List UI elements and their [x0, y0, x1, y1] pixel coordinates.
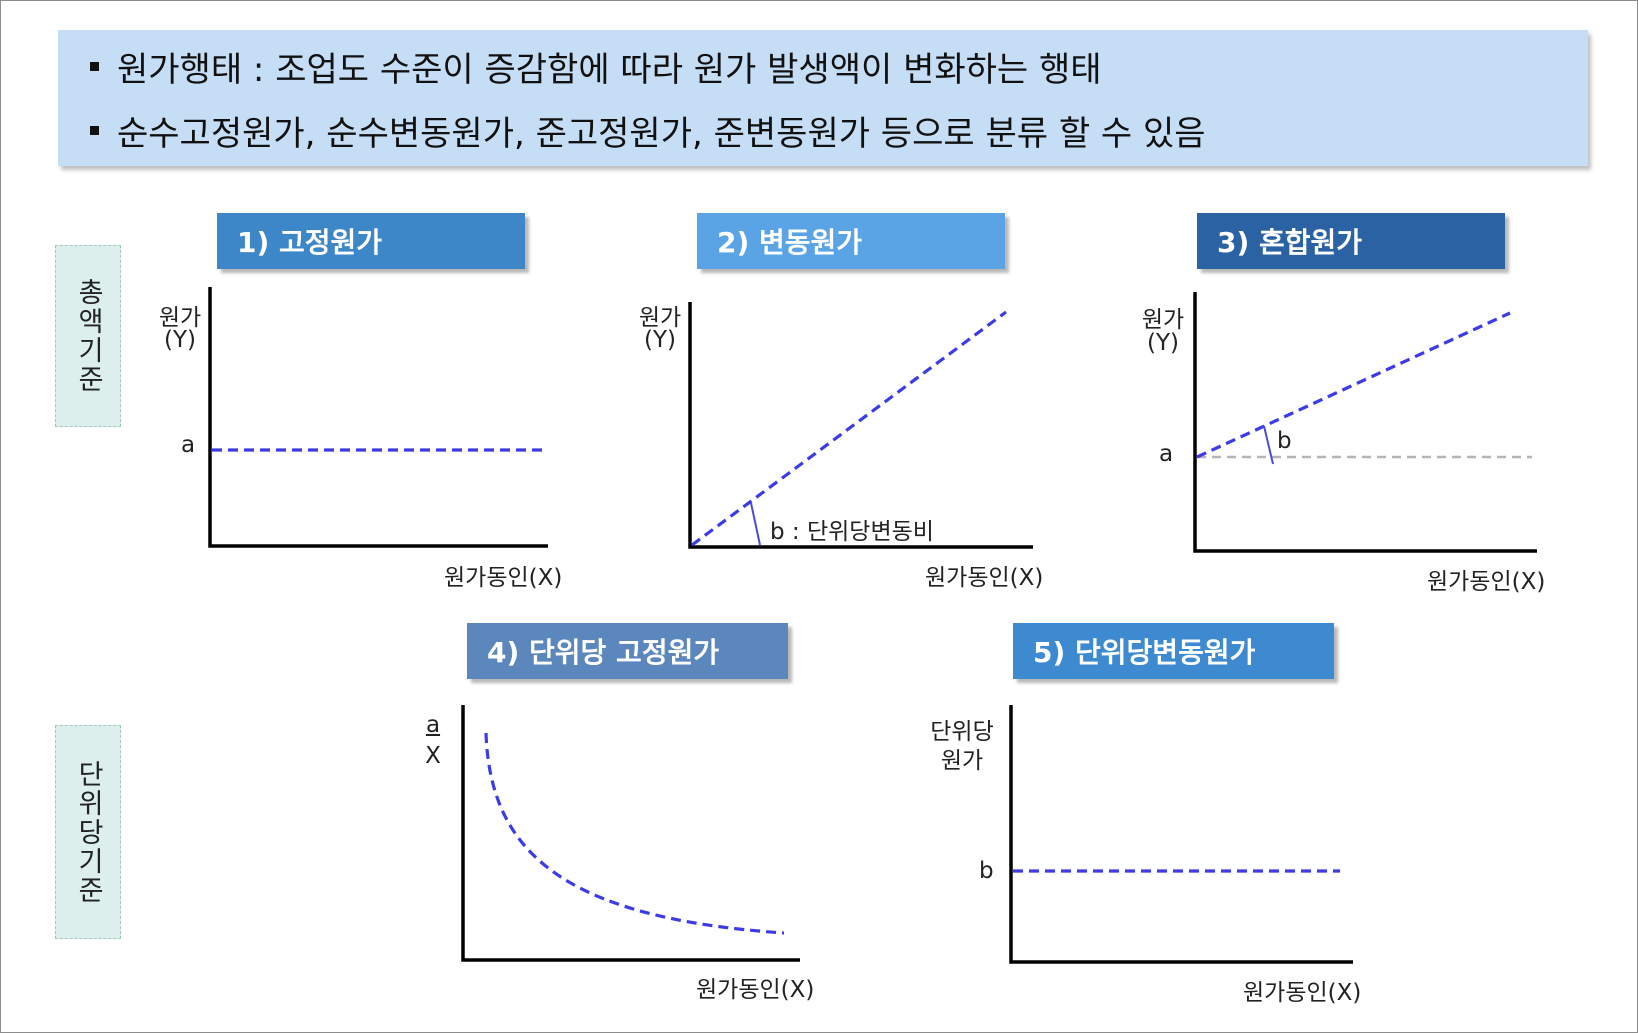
y-axis-label: 원가: [158, 305, 202, 331]
unit-basis-text: 단위당기준: [72, 759, 104, 905]
bullet-item: 원가행태 : 조업도 수준이 증감함에 따라 원가 발생액이 변화하는 행태: [90, 46, 1102, 90]
title-unit-variable-cost: 5) 단위당변동원가: [1013, 623, 1334, 679]
y-marker-a: a: [181, 432, 196, 458]
title-mixed-cost: 3) 혼합원가: [1197, 213, 1505, 269]
axes: [208, 287, 548, 548]
definition-box: 원가행태 : 조업도 수준이 증감함에 따라 원가 발생액이 변화하는 행태 순…: [58, 30, 1588, 166]
y-marker-b: b: [979, 858, 994, 884]
y-marker-a: a: [1159, 441, 1174, 467]
slope-marker: [1263, 425, 1274, 465]
y-axis-label: 단위당: [930, 719, 994, 745]
title-unit-variable-cost-text: 5) 단위당변동원가: [1033, 636, 1256, 669]
panel-mixed-cost-graph: [1193, 292, 1537, 553]
bullet-square-icon: [90, 125, 99, 135]
unit-basis-label: 단위당기준: [55, 725, 121, 939]
x-axis-label: 원가동인(X): [1243, 980, 1362, 1006]
variable-cost-line: [691, 310, 1007, 547]
axes: [1193, 292, 1537, 553]
slope-marker: [750, 502, 761, 546]
y-axis-label: 원가: [638, 305, 682, 331]
y-axis-label-second: 원가: [940, 748, 984, 774]
y-axis-label-symbol: (Y): [644, 327, 676, 353]
title-unit-fixed-cost-text: 4) 단위당 고정원가: [487, 636, 720, 669]
slope-note: b : 단위당변동비: [770, 519, 934, 545]
y-axis-label-denominator: X: [425, 743, 441, 769]
axes: [461, 705, 800, 962]
panel-variable-cost-graph: [688, 302, 1033, 549]
y-axis-label-numerator: a: [425, 712, 441, 738]
total-basis-text: 총액기준: [72, 278, 104, 394]
total-basis-label: 총액기준: [55, 245, 121, 427]
mixed-cost-line: [1196, 311, 1511, 459]
panel-unit-variable-cost-graph: [1009, 705, 1353, 964]
axes: [1009, 705, 1353, 964]
panel-fixed-cost-graph: [208, 287, 548, 548]
bullet-text: 순수고정원가, 순수변동원가, 준고정원가, 준변동원가 등으로 분류 할 수 …: [117, 113, 1206, 154]
bullet-text: 원가행태 : 조업도 수준이 증감함에 따라 원가 발생액이 변화하는 행태: [117, 49, 1102, 90]
bullet-item: 순수고정원가, 순수변동원가, 준고정원가, 준변동원가 등으로 분류 할 수 …: [90, 110, 1206, 154]
slope-marker-b: b: [1277, 428, 1292, 454]
unit-fixed-cost-curve: [484, 732, 785, 935]
bullet-square-icon: [90, 61, 99, 71]
panel-unit-fixed-cost-graph: [461, 705, 800, 962]
y-axis-label-symbol: (Y): [1147, 330, 1179, 356]
title-mixed-cost-text: 3) 혼합원가: [1217, 226, 1363, 259]
x-axis-label: 원가동인(X): [444, 565, 563, 591]
x-axis-label: 원가동인(X): [925, 565, 1044, 591]
title-fixed-cost: 1) 고정원가: [217, 213, 525, 269]
title-fixed-cost-text: 1) 고정원가: [237, 226, 383, 259]
axes: [688, 302, 1033, 549]
x-axis-label: 원가동인(X): [696, 977, 815, 1003]
title-variable-cost: 2) 변동원가: [697, 213, 1005, 269]
y-axis-label: 원가: [1141, 307, 1185, 333]
x-axis-label: 원가동인(X): [1427, 569, 1546, 595]
title-variable-cost-text: 2) 변동원가: [717, 226, 863, 259]
title-unit-fixed-cost: 4) 단위당 고정원가: [467, 623, 788, 679]
y-axis-label-symbol: (Y): [164, 327, 196, 353]
